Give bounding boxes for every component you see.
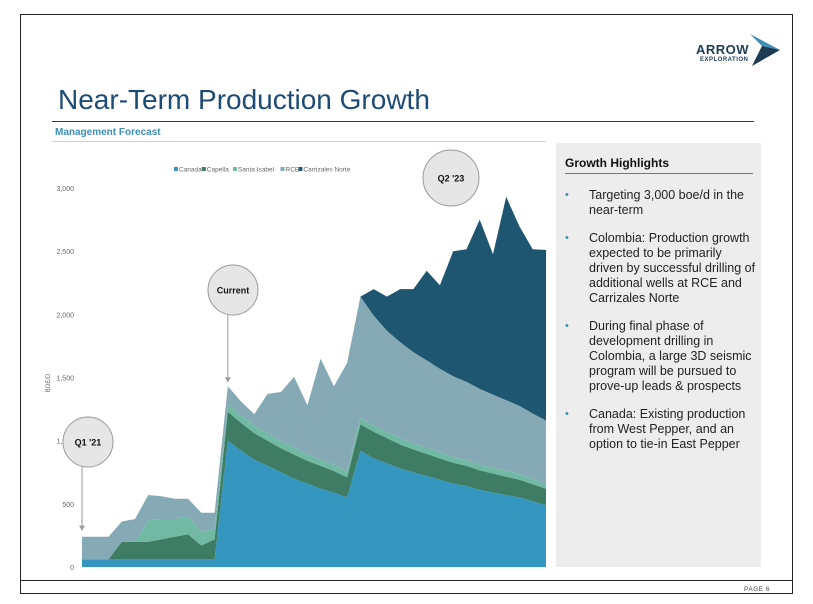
legend-swatch — [201, 167, 206, 171]
callout-label: Current — [217, 286, 250, 296]
callout-arrow-icon — [224, 377, 231, 383]
page-number: PAGE 6 — [744, 586, 771, 593]
legend-label: RCE — [286, 167, 300, 174]
subtitle-divider — [52, 141, 546, 142]
area-series-carrizales-norte — [82, 196, 546, 537]
bullet-icon: • — [565, 232, 569, 244]
chart-subtitle: Management Forecast — [55, 127, 161, 138]
slide-frame — [20, 14, 793, 594]
y-tick-label: 2,000 — [56, 312, 74, 319]
callout-circle — [422, 149, 480, 207]
y-tick-label: 3,000 — [56, 186, 74, 193]
title-divider — [52, 121, 754, 122]
y-axis-label: BOE/D — [46, 373, 52, 392]
highlight-item: • During final phase of development drill… — [565, 319, 757, 394]
legend-label: Capella — [207, 167, 229, 174]
highlight-item: • Canada: Existing production from West P… — [565, 407, 757, 452]
bullet-icon: • — [565, 189, 569, 201]
callout-label: Q2 '23 — [438, 174, 465, 184]
y-tick-label: 2,500 — [56, 249, 74, 256]
callout-arrow-icon — [79, 525, 85, 531]
panel-divider — [565, 173, 753, 174]
y-tick-label: 0 — [70, 565, 74, 572]
production-forecast-chart: 05001,0001,5002,0002,5003,000BOE/DCanada… — [46, 149, 546, 572]
area-series-rce — [82, 296, 546, 560]
legend-swatch — [232, 167, 237, 171]
company-logo: ARROW EXPLORATION — [696, 32, 786, 72]
legend-swatch — [174, 167, 178, 171]
legend-swatch — [280, 167, 285, 171]
y-tick-label: 1,500 — [56, 376, 74, 383]
highlight-item: • Colombia: Production growth expected to… — [565, 231, 757, 306]
highlight-text: Colombia: Production growth expected to … — [589, 231, 756, 305]
legend-label: Santa Isabel — [238, 167, 275, 174]
arrow-logo-icon — [750, 34, 780, 66]
footer-divider — [20, 580, 793, 581]
logo-word: ARROW — [696, 42, 750, 57]
page-title: Near-Term Production Growth — [58, 84, 430, 115]
callout-circle — [207, 264, 259, 316]
panel-title: Growth Highlights — [565, 156, 669, 170]
logo-subword: EXPLORATION — [700, 57, 749, 63]
highlight-text: During final phase of development drilli… — [589, 319, 752, 393]
bullet-icon: • — [565, 408, 569, 420]
callout-circle — [62, 416, 114, 468]
area-series-capella — [82, 411, 546, 560]
highlight-item: • Targeting 3,000 boe/d in the near-term — [565, 188, 757, 218]
highlights-panel: Growth Highlights • Targeting 3,000 boe/d… — [556, 143, 761, 567]
highlight-text: Targeting 3,000 boe/d in the near-term — [589, 188, 744, 217]
y-tick-label: 500 — [62, 502, 74, 509]
legend-swatch — [298, 167, 303, 171]
callout-label: Q1 '21 — [75, 438, 102, 448]
area-series-canada — [82, 440, 546, 567]
highlights-list: • Targeting 3,000 boe/d in the near-term … — [565, 188, 757, 465]
bullet-icon: • — [565, 320, 569, 332]
legend-label: Canada — [179, 167, 202, 174]
legend-label: Carrizales Norte — [303, 167, 350, 174]
highlight-text: Canada: Existing production from West Pe… — [589, 407, 746, 451]
